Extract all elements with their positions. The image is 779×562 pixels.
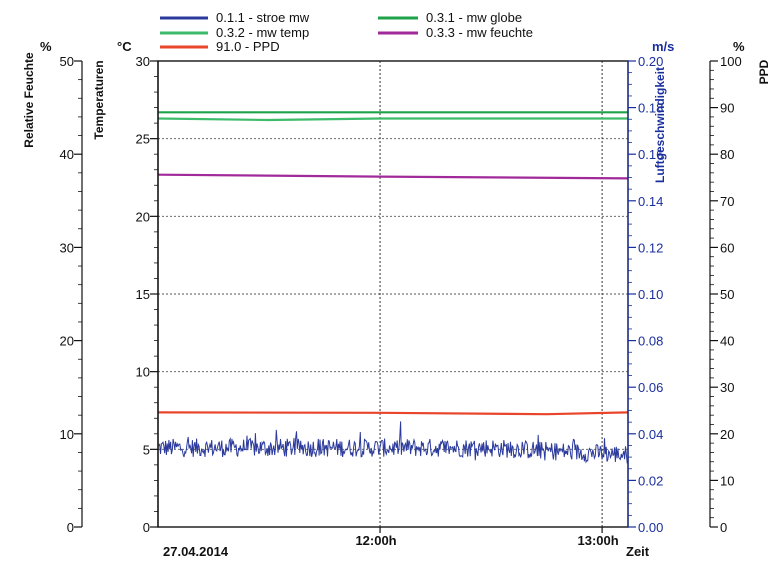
legend-item-temp: 0.3.2 - mw temp: [160, 25, 309, 40]
series-line-temp: [157, 117, 628, 122]
x-axis: 12:00h 13:00h: [355, 527, 619, 548]
series-line-feuchte: [157, 173, 629, 180]
rh-unit: %: [40, 39, 52, 54]
x-tick-label: 12:00h: [355, 533, 396, 548]
speed-tick-label: 0.08: [638, 334, 663, 349]
temp-tick-label: 0: [143, 520, 150, 535]
speed-axis-title: Luftgeschwindigkeit: [653, 67, 667, 183]
rh-tick-label: 50: [60, 54, 74, 69]
speed-tick-label: 0.00: [638, 520, 663, 535]
ppd-tick-label: 30: [720, 380, 734, 395]
ppd-tick-label: 50: [720, 287, 734, 302]
temp-tick-label: 15: [136, 287, 150, 302]
speed-tick-label: 0.12: [638, 240, 663, 255]
legend-label-ppd: 91.0 - PPD: [216, 39, 280, 54]
ppd-tick-label: 70: [720, 194, 734, 209]
rh-tick-label: 30: [60, 240, 74, 255]
legend-label-globe: 0.3.1 - mw globe: [426, 10, 522, 25]
series-line-ppd: [157, 411, 629, 416]
temp-tick-label: 10: [136, 365, 150, 380]
ppd-axis-title: PPD: [757, 59, 771, 84]
speed-axis: 0.00 0.02 0.04 0.06 0.08 0.10 0.12 0.14 0.16 0.18…: [627, 54, 663, 535]
x-axis-label: Zeit: [626, 544, 650, 559]
speed-tick-label: 0.16: [638, 147, 663, 162]
rh-axis: 0 10 20 30 40 50: [60, 54, 83, 535]
temp-axis-title: Temperaturen: [92, 60, 106, 139]
speed-tick-label: 0.20: [638, 54, 663, 69]
rh-tick-label: 20: [60, 334, 74, 349]
legend-label-temp: 0.3.2 - mw temp: [216, 25, 309, 40]
ppd-tick-label: 0: [720, 520, 727, 535]
x-tick-label: 13:00h: [577, 533, 618, 548]
temp-tick-label: 25: [136, 132, 150, 147]
speed-tick-label: 0.06: [638, 380, 663, 395]
temp-tick-label: 5: [143, 442, 150, 457]
ppd-unit: %: [733, 39, 745, 54]
rh-tick-label: 10: [60, 427, 74, 442]
temp-tick-label: 20: [136, 209, 150, 224]
legend-item-globe: 0.3.1 - mw globe: [378, 10, 522, 25]
legend-item-stroe: 0.1.1 - stroe mw: [160, 10, 310, 25]
speed-tick-label: 0.18: [638, 101, 663, 116]
legend-label-stroe: 0.1.1 - stroe mw: [216, 10, 310, 25]
legend-label-feuchte: 0.3.3 - mw feuchte: [426, 25, 533, 40]
speed-unit: m/s: [652, 39, 674, 54]
ppd-axis: 0 10 20 30 40 50 60 70 80 90 100: [709, 54, 742, 535]
ppd-tick-label: 20: [720, 427, 734, 442]
rh-tick-label: 40: [60, 147, 74, 162]
legend: 0.1.1 - stroe mw 0.3.2 - mw temp 91.0 - …: [160, 10, 533, 54]
speed-tick-label: 0.10: [638, 287, 663, 302]
rh-axis-title: Relative Feuchte: [22, 52, 36, 148]
ppd-tick-label: 60: [720, 240, 734, 255]
series-line-stroe: [157, 421, 629, 464]
legend-item-ppd: 91.0 - PPD: [160, 39, 280, 54]
ppd-tick-label: 100: [720, 54, 742, 69]
temp-unit: °C: [117, 39, 132, 54]
ppd-tick-label: 90: [720, 101, 734, 116]
rh-tick-label: 0: [67, 520, 74, 535]
temp-axis: 0 5 10 15 20 25 30: [136, 54, 159, 535]
legend-item-feuchte: 0.3.3 - mw feuchte: [378, 25, 533, 40]
speed-tick-label: 0.14: [638, 194, 663, 209]
ppd-tick-label: 10: [720, 473, 734, 488]
ppd-tick-label: 40: [720, 334, 734, 349]
ppd-tick-label: 80: [720, 147, 734, 162]
date-label: 27.04.2014: [163, 544, 229, 559]
speed-tick-label: 0.04: [638, 427, 663, 442]
temp-tick-label: 30: [136, 54, 150, 69]
speed-tick-label: 0.02: [638, 473, 663, 488]
series-layer: [157, 111, 629, 464]
